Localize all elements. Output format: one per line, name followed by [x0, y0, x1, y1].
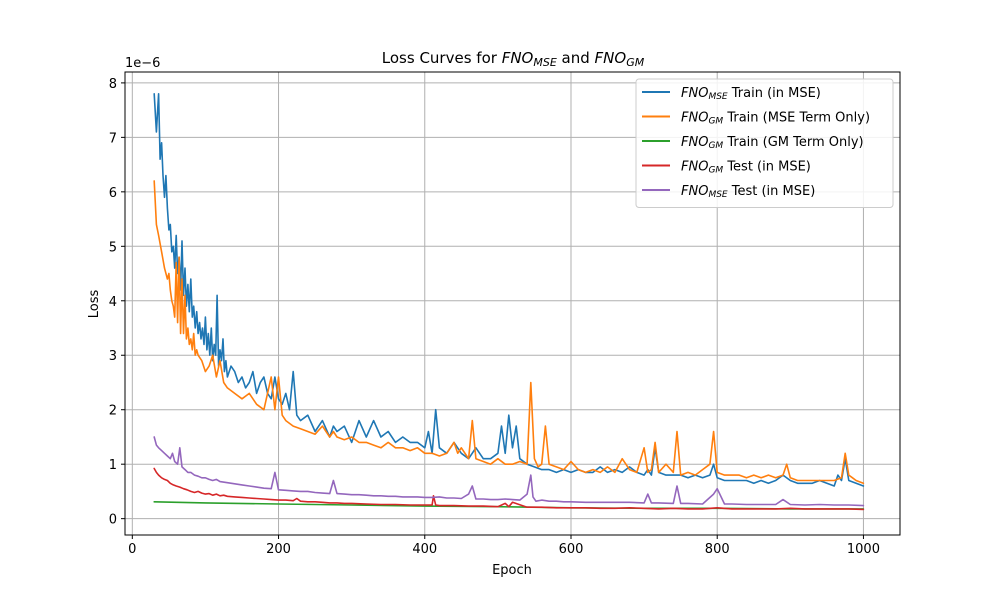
plot-series [153, 93, 865, 511]
y-tick-label: 6 [109, 186, 117, 201]
legend-frame [635, 78, 894, 208]
text-part: and [557, 49, 595, 67]
text-part: MSE [708, 92, 727, 102]
text-part: Test (in MSE) [723, 160, 811, 175]
legend-entry: FNOMSE Test (in MSE) [681, 184, 815, 200]
text-part: Test (in MSE) [728, 184, 816, 199]
text-part: GM [708, 166, 723, 176]
y-axis-label: Loss [87, 290, 102, 319]
legend: FNOMSE Train (in MSE)FNOGM Train (MSE Te… [635, 78, 894, 208]
chart-title: Loss Curves for FNOMSE and FNOGM [382, 49, 645, 69]
plot-frame [124, 71, 901, 536]
legend-entry: FNOMSE Train (in MSE) [681, 86, 821, 102]
x-tick-label: 1000 [847, 542, 880, 557]
legend-entry: FNOGM Train (GM Term Only) [681, 135, 864, 151]
y-axis-offset-label: 1e−6 [125, 56, 160, 71]
x-axis-ticks: 0 200 400 600 800 1000 [128, 535, 880, 557]
text-part: MSE [533, 56, 556, 69]
y-tick-label: 2 [109, 404, 117, 419]
legend-entry: FNOGM Test (in MSE) [681, 160, 811, 176]
text-part: GM [708, 141, 723, 151]
text-part: Train (GM Term Only) [723, 135, 863, 150]
series-line-5 [153, 436, 865, 507]
x-tick-label: 200 [266, 542, 291, 557]
y-tick-label: 3 [109, 349, 117, 364]
text-part: FNO [681, 111, 708, 126]
text-part: Train (MSE Term Only) [723, 111, 870, 126]
text-part: GM [626, 56, 645, 69]
text-part: FNO [502, 49, 534, 67]
series-line-4 [153, 467, 865, 511]
y-tick-label: 4 [109, 295, 117, 310]
text-part: Loss Curves for [382, 49, 502, 67]
text-part: Train (in MSE) [728, 86, 821, 101]
y-tick-label: 1 [109, 458, 117, 473]
y-tick-label: 0 [109, 513, 117, 528]
text-part: FNO [681, 160, 708, 175]
x-tick-label: 0 [128, 542, 136, 557]
x-tick-label: 600 [559, 542, 584, 557]
text-part: FNO [681, 135, 708, 150]
series-line-2 [153, 180, 865, 485]
x-axis-label: Epoch [492, 563, 532, 578]
x-tick-label: 400 [412, 542, 437, 557]
text-part: FNO [681, 184, 708, 199]
text-part: MSE [708, 190, 727, 200]
legend-entry: FNOGM Train (MSE Term Only) [681, 111, 870, 127]
y-axis-ticks: 0 1 2 3 4 5 6 7 8 [109, 77, 125, 528]
text-part: FNO [681, 86, 708, 101]
y-tick-label: 7 [109, 131, 117, 146]
series-line-1 [153, 93, 865, 487]
y-tick-label: 5 [109, 240, 117, 255]
x-tick-label: 800 [705, 542, 730, 557]
y-tick-label: 8 [109, 77, 117, 92]
text-part: GM [708, 117, 723, 127]
grid [125, 72, 900, 535]
text-part: FNO [595, 49, 627, 67]
